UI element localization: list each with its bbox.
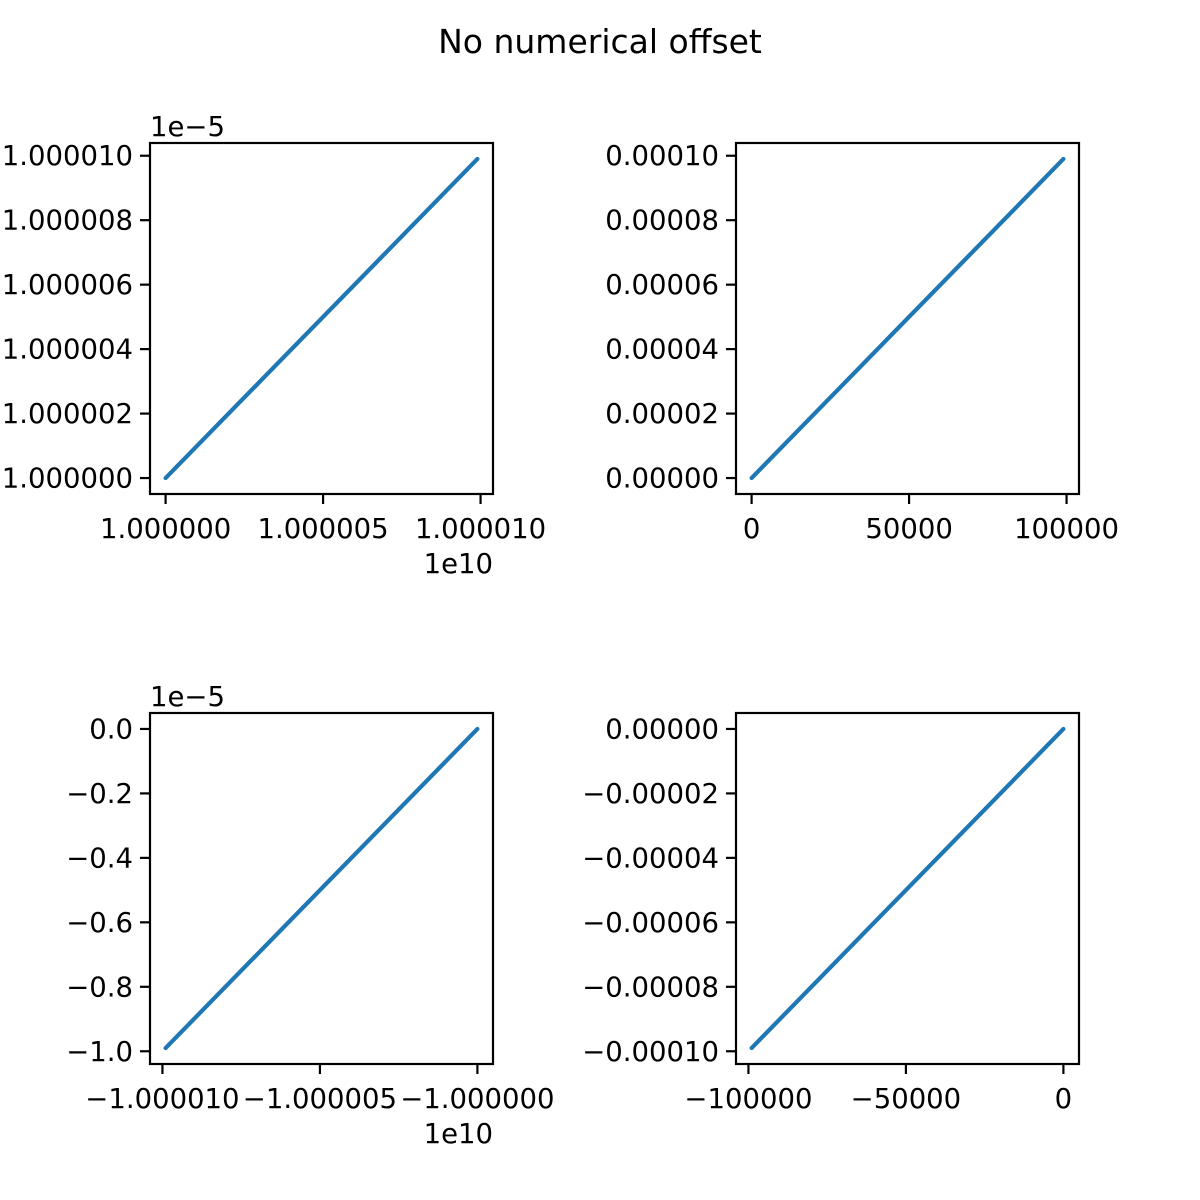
x-tick-label: 1.000005	[257, 513, 388, 545]
subplot-top-left: 1.000000 1.000005 1.000010 1.000010 1.000008…	[2, 111, 546, 580]
y-tick-label: −1.0	[66, 1036, 133, 1068]
x-tick-label: 0	[743, 513, 761, 545]
x-tick-label: −1.000010	[85, 1083, 239, 1115]
y-tick-label: 0.00000	[605, 713, 719, 745]
y-tick-label: 0.00002	[605, 398, 719, 430]
x-tick-label: 0	[1055, 1083, 1073, 1115]
y-tick-label: 1.000006	[2, 269, 133, 301]
subplot-bottom-right: −100000 −50000 0 0.00000 −0.00002 −0.00004 −0.…	[582, 711, 1081, 1115]
y-tick-label: 0.00010	[605, 140, 719, 172]
y-tick-label: 0.00004	[605, 334, 719, 366]
y-tick-label: 1.000000	[2, 463, 133, 495]
axes-spines	[148, 711, 495, 1066]
axes-spines	[148, 141, 495, 496]
y-tick-label: 1.000010	[2, 140, 133, 172]
y-axis-offset-label: 1e−5	[150, 111, 225, 143]
y-tick-label: −0.00010	[582, 1036, 719, 1068]
x-tick-label: 1.000010	[415, 513, 546, 545]
y-tick-label: −0.6	[66, 907, 133, 939]
subplot-top-right: 0 50000 100000 0.00010 0.00008 0.00006 0.00004…	[605, 140, 1119, 545]
x-tick-label: 1.000000	[100, 513, 231, 545]
y-tick-label: 1.000004	[2, 334, 133, 366]
y-tick-label: 0.00006	[605, 269, 719, 301]
axes-spines	[734, 711, 1081, 1066]
x-tick-label: 100000	[1014, 513, 1119, 545]
y-tick-label: −0.00006	[582, 907, 719, 939]
y-tick-label: 0.00000	[605, 463, 719, 495]
y-tick-label: −0.00008	[582, 971, 719, 1003]
x-tick-label: −50000	[851, 1083, 962, 1115]
y-tick-label: −0.8	[66, 971, 133, 1003]
y-tick-label: 0.0	[89, 713, 133, 745]
data-line	[163, 156, 480, 481]
x-tick-label: 50000	[865, 513, 952, 545]
data-line	[749, 156, 1066, 481]
y-tick-label: 1.000008	[2, 205, 133, 237]
x-tick-label: −100000	[684, 1083, 812, 1115]
x-axis-offset-label: 1e10	[424, 548, 493, 580]
figure-title: No numerical offset	[438, 22, 762, 61]
data-line	[163, 726, 480, 1051]
data-line	[749, 726, 1066, 1051]
y-tick-label: −0.00002	[582, 778, 719, 810]
x-axis-offset-label: 1e10	[424, 1118, 493, 1150]
x-tick-label: −1.000000	[400, 1083, 554, 1115]
x-tick-label: −1.000005	[243, 1083, 397, 1115]
subplot-bottom-left: −1.000010 −1.000005 −1.000000 0.0 −0.2 −0.4 −0…	[66, 681, 554, 1150]
y-tick-label: 1.000002	[2, 398, 133, 430]
y-axis-offset-label: 1e−5	[150, 681, 225, 713]
y-tick-label: −0.00004	[582, 842, 719, 874]
y-tick-label: −0.2	[66, 778, 133, 810]
y-tick-label: 0.00008	[605, 205, 719, 237]
y-tick-label: −0.4	[66, 842, 133, 874]
axes-spines	[734, 141, 1081, 496]
